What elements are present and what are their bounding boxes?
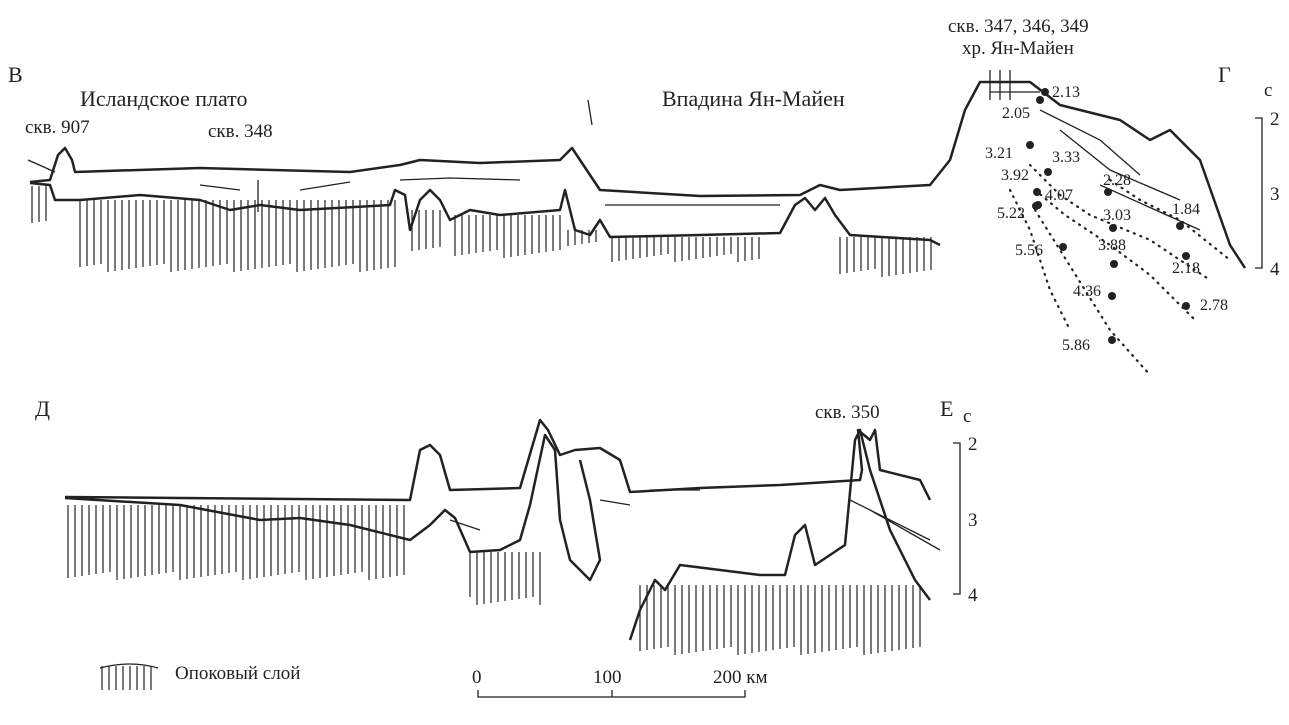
velocity-label: 3.21 xyxy=(985,145,1013,162)
velocity-label: 5.86 xyxy=(1062,337,1090,354)
velocity-label: 2.28 xyxy=(1103,172,1131,189)
velocity-label: 3.03 xyxy=(1103,207,1131,224)
velocity-label: 1.84 xyxy=(1172,201,1200,218)
well-label: скв. 348 xyxy=(208,121,273,142)
velocity-point xyxy=(1104,188,1112,196)
velocity-label: 5.22 xyxy=(997,205,1025,222)
velocity-point xyxy=(1036,96,1044,104)
velocity-point xyxy=(1026,141,1034,149)
well-label: скв. 907 xyxy=(25,117,90,138)
profile-label: Е xyxy=(940,396,953,421)
profile-label: Г xyxy=(1218,62,1231,87)
velocity-point xyxy=(1176,222,1184,230)
legend-icon xyxy=(101,666,152,690)
axis-tick-label: 2 xyxy=(968,434,978,455)
profile-label: В xyxy=(8,62,23,87)
velocity-point xyxy=(1033,188,1041,196)
ridge-label: хр. Ян-Майен xyxy=(962,38,1074,59)
velocity-point xyxy=(1108,292,1116,300)
velocity-label: 2.13 xyxy=(1052,84,1080,101)
time-axis xyxy=(953,442,961,595)
axis-tick-label: 3 xyxy=(1270,184,1280,205)
scale-bar xyxy=(477,690,746,698)
axis-tick-label: 2 xyxy=(1270,109,1280,130)
velocity-label: 3.92 xyxy=(1001,167,1029,184)
velocity-label: 4.07 xyxy=(1045,187,1073,204)
velocity-point xyxy=(1059,243,1067,251)
hatch xyxy=(31,186,932,655)
axis-tick-label: 3 xyxy=(968,510,978,531)
legend-icon xyxy=(99,663,159,669)
scale-label: 100 xyxy=(593,667,622,688)
scale-label: 200 км xyxy=(713,667,768,688)
velocity-label: 3.88 xyxy=(1098,237,1126,254)
velocity-point xyxy=(1182,302,1190,310)
velocity-point xyxy=(1109,224,1117,232)
well-label: скв. 350 xyxy=(815,402,880,423)
velocity-point xyxy=(1032,202,1040,210)
velocity-label: 2.78 xyxy=(1200,297,1228,314)
velocity-label: 2.18 xyxy=(1172,260,1200,277)
velocity-label: 4.36 xyxy=(1073,283,1101,300)
region-label: Исландское плато xyxy=(80,86,248,111)
axis-tick-label: 4 xyxy=(1270,259,1280,280)
time-axis xyxy=(1255,117,1263,269)
velocity-dots xyxy=(1008,163,1232,377)
velocity-point xyxy=(1110,260,1118,268)
velocity-labels: 2.13 2.05 3.21 3.33 3.92 2.28 4.07 1.84 5.22 3.03… xyxy=(985,84,1228,354)
axis-tick-label: 4 xyxy=(968,585,978,606)
legend-label: Опоковый слой xyxy=(175,663,300,684)
velocity-point xyxy=(1182,252,1190,260)
velocity-label: 2.05 xyxy=(1002,105,1030,122)
velocity-label: 5.56 xyxy=(1015,242,1043,259)
axis-unit: с xyxy=(1264,80,1272,101)
profile-label: Д xyxy=(35,396,50,421)
well-label: скв. 347, 346, 349 xyxy=(948,16,1089,37)
scale-label: 0 xyxy=(472,667,482,688)
region-label: Впадина Ян-Майен xyxy=(662,86,845,111)
velocity-label: 3.33 xyxy=(1052,149,1080,166)
axis-unit: с xyxy=(963,406,971,427)
velocity-point xyxy=(1041,88,1049,96)
velocity-point xyxy=(1044,168,1052,176)
velocity-point xyxy=(1108,336,1116,344)
